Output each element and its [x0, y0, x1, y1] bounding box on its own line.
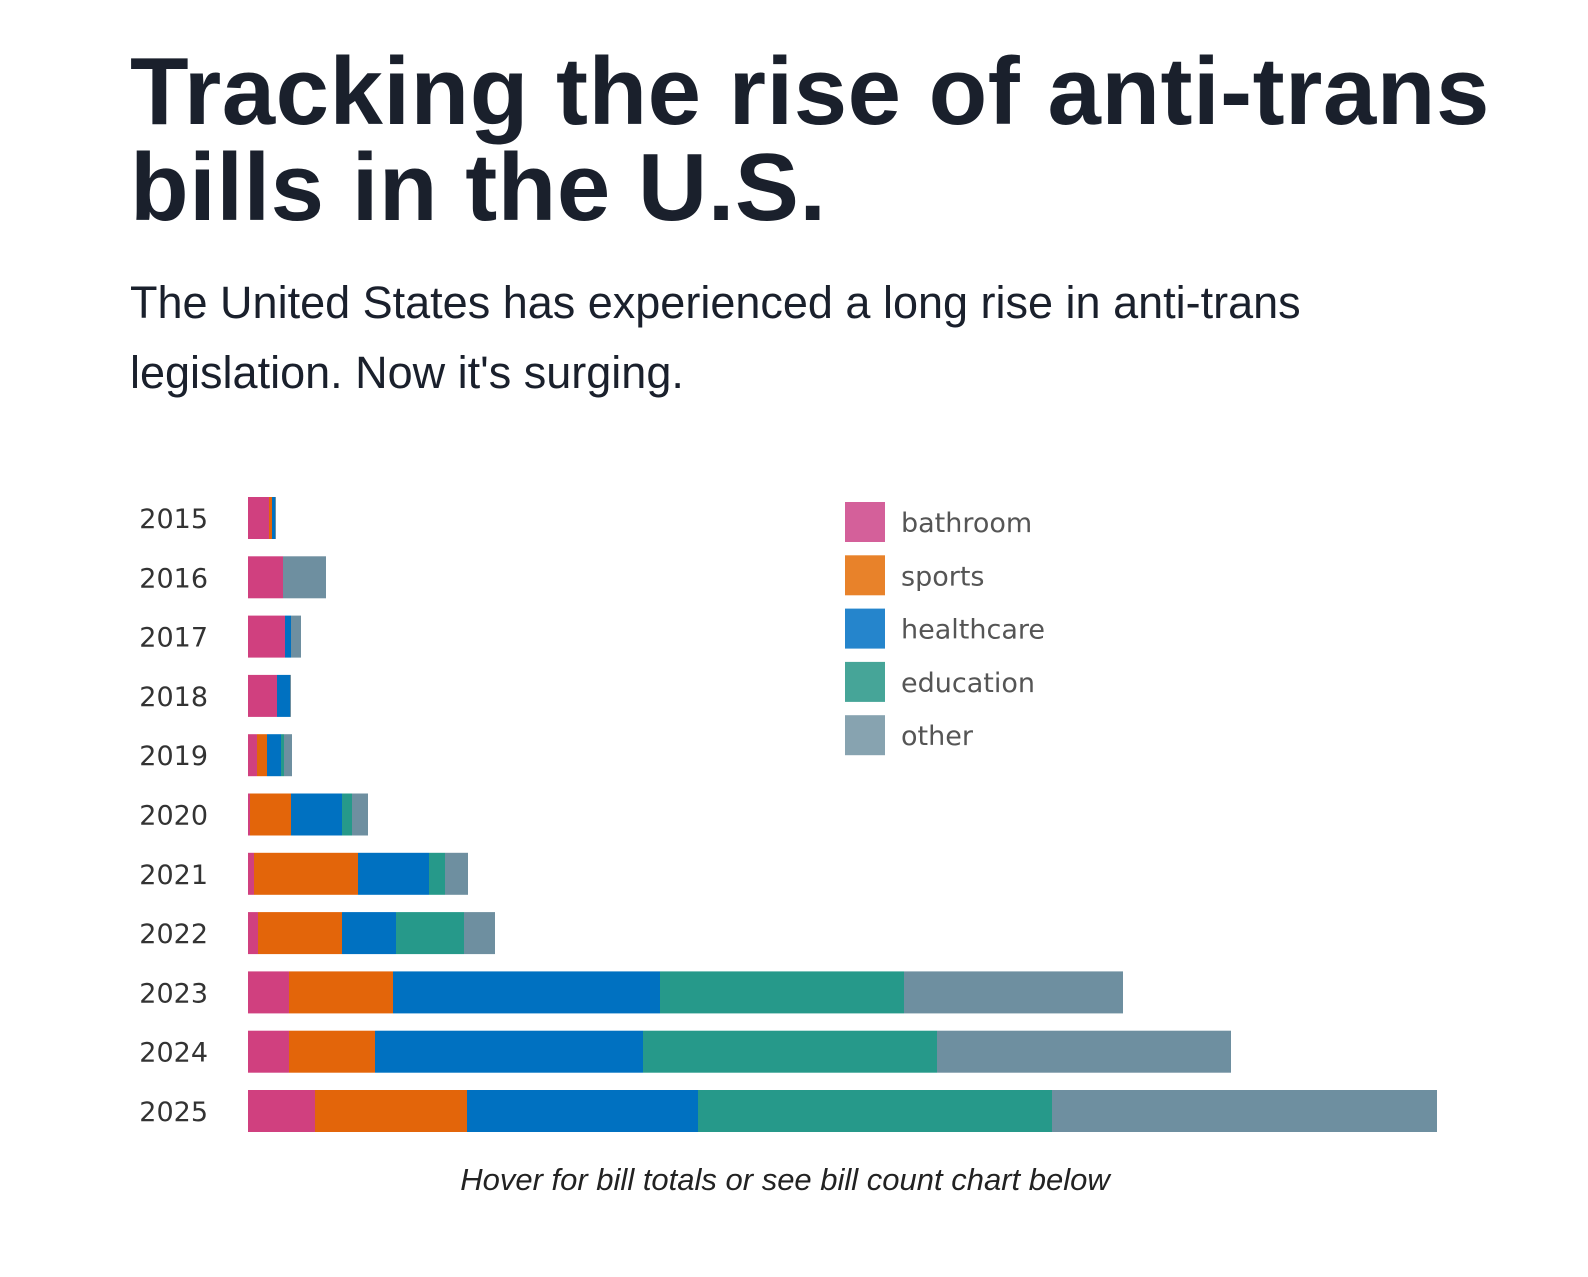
bar-healthcare-2023[interactable]: [393, 971, 660, 1014]
legend-swatch-sports[interactable]: [845, 555, 885, 596]
bar-healthcare-2025[interactable]: [467, 1090, 698, 1132]
bar-other-2019[interactable]: [284, 734, 292, 777]
bar-healthcare-2017[interactable]: [285, 615, 291, 658]
legend: bathroom sports healthcare education other: [845, 502, 1045, 756]
bar-bathroom-2016[interactable]: [248, 556, 283, 599]
page-title: Tracking the rise of anti-trans bills in…: [130, 38, 1490, 241]
bar-bathroom-2022[interactable]: [248, 912, 258, 955]
y-tick-label-2020: 2020: [139, 801, 208, 832]
y-tick-label-2017: 2017: [139, 623, 208, 654]
bar-education-2023[interactable]: [660, 971, 904, 1014]
bar-sports-2015[interactable]: [269, 497, 272, 539]
legend-swatch-education[interactable]: [845, 661, 885, 702]
y-axis-ticks: 2015 2016 2017 2018 2019 2020 2021 2022 2023 2024…: [139, 504, 208, 1128]
legend-label-bathroom[interactable]: bathroom: [901, 508, 1032, 539]
y-tick-label-2019: 2019: [139, 741, 208, 772]
bar-bathroom-2021[interactable]: [248, 852, 254, 895]
bar-healthcare-2018[interactable]: [277, 674, 290, 717]
bar-healthcare-2019[interactable]: [267, 734, 281, 777]
bar-other-2015[interactable]: [275, 497, 276, 539]
bar-bathroom-2024[interactable]: [248, 1030, 289, 1073]
bar-healthcare-2022[interactable]: [342, 912, 396, 955]
bar-other-2023[interactable]: [904, 971, 1123, 1014]
y-tick-label-2021: 2021: [139, 860, 208, 891]
bar-other-2017[interactable]: [291, 615, 301, 658]
bar-other-2022[interactable]: [464, 912, 495, 955]
bar-bathroom-2018[interactable]: [248, 674, 277, 717]
legend-label-sports[interactable]: sports: [901, 561, 984, 592]
bar-bathroom-2023[interactable]: [248, 971, 289, 1014]
y-tick-label-2025: 2025: [139, 1097, 208, 1128]
bar-sports-2019[interactable]: [257, 734, 267, 777]
bar-sports-2023[interactable]: [289, 971, 393, 1014]
legend-label-other[interactable]: other: [901, 721, 974, 752]
bar-sports-2022[interactable]: [258, 912, 342, 955]
y-tick-label-2016: 2016: [139, 563, 208, 594]
bar-bathroom-2020[interactable]: [248, 793, 250, 836]
legend-swatch-healthcare[interactable]: [845, 608, 885, 649]
bar-education-2024[interactable]: [643, 1030, 937, 1073]
bar-other-2020[interactable]: [352, 793, 368, 836]
bar-education-2022[interactable]: [396, 912, 464, 955]
y-tick-label-2018: 2018: [139, 682, 208, 713]
stacked-bar-chart: 2015 2016 2017 2018 2019 2020 2021 2022 2023 2024…: [139, 497, 1437, 1132]
legend-label-healthcare[interactable]: healthcare: [901, 615, 1045, 646]
bars-group: [248, 497, 1437, 1132]
bar-education-2021[interactable]: [429, 852, 445, 895]
legend-swatch-other[interactable]: [845, 715, 885, 756]
bar-bathroom-2025[interactable]: [248, 1090, 315, 1132]
bar-sports-2024[interactable]: [289, 1030, 375, 1073]
bar-bathroom-2019[interactable]: [248, 734, 257, 777]
bar-other-2024[interactable]: [937, 1030, 1231, 1073]
y-tick-label-2015: 2015: [139, 504, 208, 535]
bar-other-2025[interactable]: [1052, 1090, 1437, 1132]
bar-healthcare-2024[interactable]: [375, 1030, 643, 1073]
bar-other-2018[interactable]: [290, 674, 291, 717]
y-tick-label-2023: 2023: [139, 978, 208, 1009]
bar-sports-2021[interactable]: [254, 852, 358, 895]
bar-education-2019[interactable]: [281, 734, 284, 777]
bar-sports-2025[interactable]: [315, 1090, 467, 1132]
legend-label-education[interactable]: education: [901, 668, 1035, 699]
y-tick-label-2024: 2024: [139, 1038, 208, 1069]
bar-healthcare-2015[interactable]: [272, 497, 275, 539]
bar-sports-2020[interactable]: [250, 793, 291, 836]
bar-other-2021[interactable]: [445, 852, 468, 895]
page-subtitle: The United States has experienced a long…: [130, 277, 1301, 398]
bar-healthcare-2021[interactable]: [358, 852, 429, 895]
y-tick-label-2022: 2022: [139, 919, 208, 950]
legend-swatch-bathroom[interactable]: [845, 502, 885, 542]
chart-caption: Hover for bill totals or see bill count …: [460, 1162, 1110, 1197]
bar-bathroom-2017[interactable]: [248, 615, 285, 658]
bar-other-2016[interactable]: [283, 556, 326, 599]
bar-healthcare-2020[interactable]: [291, 793, 342, 836]
bar-education-2025[interactable]: [698, 1090, 1052, 1132]
bar-bathroom-2015[interactable]: [248, 497, 269, 539]
bar-education-2020[interactable]: [342, 793, 352, 836]
